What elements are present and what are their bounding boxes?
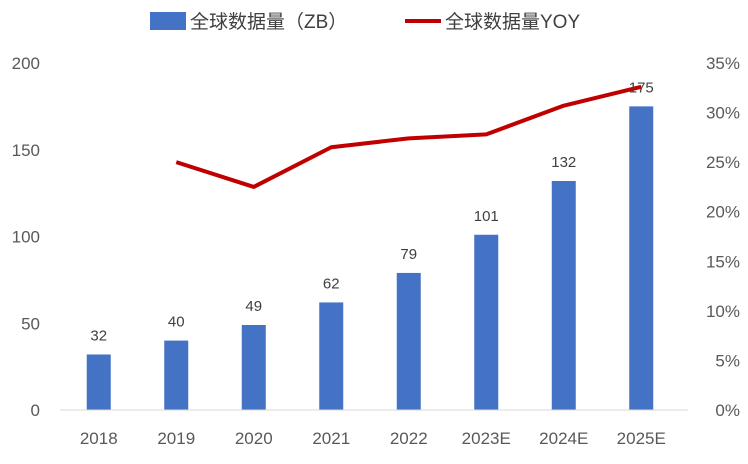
bar-2024E (551, 180, 576, 410)
x-tick-2018: 2018 (80, 429, 118, 448)
right-tick-25%: 25% (706, 153, 740, 172)
right-tick-30%: 30% (706, 104, 740, 123)
bar-2022 (396, 272, 421, 410)
left-tick-100: 100 (12, 228, 40, 247)
x-tick-2024E: 2024E (539, 429, 588, 448)
bar-2023E (474, 234, 499, 410)
x-tick-2022: 2022 (390, 429, 428, 448)
right-tick-15%: 15% (706, 252, 740, 271)
x-tick-2020: 2020 (235, 429, 273, 448)
left-tick-50: 50 (21, 314, 40, 333)
data-label-2018: 32 (90, 327, 107, 344)
x-tick-2019: 2019 (157, 429, 195, 448)
left-tick-150: 150 (12, 141, 40, 160)
data-label-2021: 62 (323, 275, 340, 292)
legend-label-line: 全球数据量YOY (445, 11, 580, 33)
right-tick-5%: 5% (715, 351, 740, 370)
legend-swatch-bar (150, 12, 186, 30)
x-tick-2021: 2021 (312, 429, 350, 448)
yoy-line (175, 84, 642, 189)
left-tick-0: 0 (31, 401, 40, 420)
bar-2025E (629, 106, 654, 410)
right-tick-0%: 0% (715, 401, 740, 420)
data-label-2025E: 175 (629, 79, 654, 96)
right-tick-20%: 20% (706, 203, 740, 222)
bar-2019 (164, 340, 189, 410)
bar-2021 (319, 302, 344, 410)
x-tick-2025E: 2025E (617, 429, 666, 448)
data-label-2022: 79 (400, 246, 417, 263)
left-tick-200: 200 (12, 54, 40, 73)
data-label-2024E: 132 (551, 154, 576, 171)
right-tick-35%: 35% (706, 54, 740, 73)
legend-label-bar: 全球数据量（ZB） (190, 11, 347, 33)
x-tick-2023E: 2023E (462, 429, 511, 448)
data-label-2019: 40 (168, 314, 185, 331)
legend: 全球数据量（ZB） 全球数据量YOY (150, 11, 580, 33)
data-label-2023E: 101 (474, 208, 499, 225)
right-tick-10%: 10% (706, 302, 740, 321)
bar-2020 (241, 324, 266, 410)
data-label-2020: 49 (245, 298, 262, 315)
bar-2018 (86, 354, 111, 410)
